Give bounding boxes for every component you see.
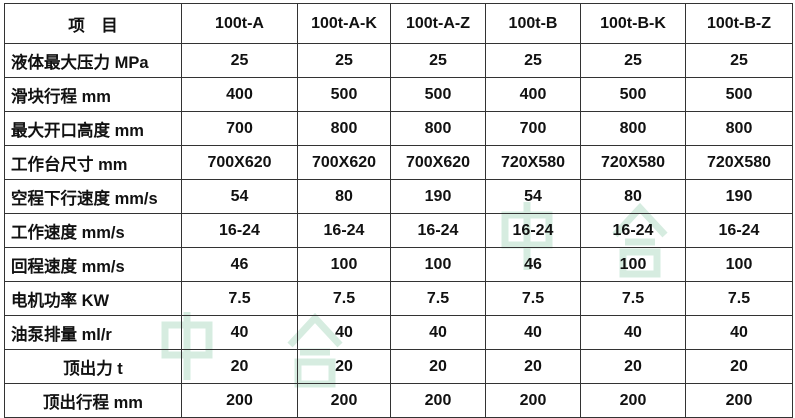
cell-value: 25 <box>390 43 486 78</box>
cell-value: 100 <box>580 247 686 282</box>
cell-value: 190 <box>685 179 793 214</box>
table-row: 工作速度 mm/s 16-24 16-24 16-24 16-24 16-24 16-24 <box>4 213 793 248</box>
cell-value: 720X580 <box>580 145 686 180</box>
row-label: 最大开口高度 mm <box>4 111 182 146</box>
cell-value: 200 <box>390 383 486 418</box>
cell-value: 20 <box>685 349 793 384</box>
table-row: 液体最大压力 MPa 25 25 25 25 25 25 <box>4 43 793 78</box>
cell-value: 500 <box>390 77 486 112</box>
cell-value: 100 <box>685 247 793 282</box>
cell-value: 7.5 <box>297 281 391 316</box>
cell-value: 40 <box>390 315 486 350</box>
cell-value: 25 <box>485 43 581 78</box>
cell-value: 800 <box>685 111 793 146</box>
row-label: 工作台尺寸 mm <box>4 145 182 180</box>
header-model: 100t-B <box>485 3 581 44</box>
cell-value: 16-24 <box>297 213 391 248</box>
cell-value: 25 <box>181 43 298 78</box>
cell-value: 20 <box>580 349 686 384</box>
cell-value: 720X580 <box>485 145 581 180</box>
table-row: 顶出力 t 20 20 20 20 20 20 <box>4 349 793 384</box>
header-model: 100t-A <box>181 3 298 44</box>
row-label: 液体最大压力 MPa <box>4 43 182 78</box>
cell-value: 200 <box>297 383 391 418</box>
cell-value: 700 <box>485 111 581 146</box>
row-label: 回程速度 mm/s <box>4 247 182 282</box>
cell-value: 200 <box>685 383 793 418</box>
cell-value: 7.5 <box>181 281 298 316</box>
table-row: 顶出行程 mm 200 200 200 200 200 200 <box>4 383 793 418</box>
cell-value: 80 <box>297 179 391 214</box>
cell-value: 16-24 <box>390 213 486 248</box>
cell-value: 40 <box>580 315 686 350</box>
cell-value: 7.5 <box>390 281 486 316</box>
cell-value: 7.5 <box>685 281 793 316</box>
cell-value: 200 <box>580 383 686 418</box>
table-row: 滑块行程 mm 400 500 500 400 500 500 <box>4 77 793 112</box>
row-label: 工作速度 mm/s <box>4 213 182 248</box>
header-model: 100t-A-Z <box>390 3 486 44</box>
cell-value: 500 <box>580 77 686 112</box>
cell-value: 500 <box>297 77 391 112</box>
table-row: 工作台尺寸 mm 700X620 700X620 700X620 720X580 720X… <box>4 145 793 180</box>
cell-value: 80 <box>580 179 686 214</box>
cell-value: 720X580 <box>685 145 793 180</box>
cell-value: 800 <box>580 111 686 146</box>
cell-value: 800 <box>297 111 391 146</box>
cell-value: 800 <box>390 111 486 146</box>
cell-value: 40 <box>485 315 581 350</box>
row-label: 油泵排量 ml/r <box>4 315 182 350</box>
cell-value: 400 <box>181 77 298 112</box>
cell-value: 40 <box>685 315 793 350</box>
table-row: 油泵排量 ml/r 40 40 40 40 40 40 <box>4 315 793 350</box>
cell-value: 40 <box>297 315 391 350</box>
row-label: 滑块行程 mm <box>4 77 182 112</box>
spec-table: 项 目 100t-A 100t-A-K 100t-A-Z 100t-B 100t-B-K 1… <box>4 3 793 418</box>
cell-value: 46 <box>485 247 581 282</box>
cell-value: 100 <box>390 247 486 282</box>
cell-value: 700X620 <box>390 145 486 180</box>
cell-value: 700X620 <box>297 145 391 180</box>
table-row: 回程速度 mm/s 46 100 100 46 100 100 <box>4 247 793 282</box>
cell-value: 20 <box>390 349 486 384</box>
cell-value: 16-24 <box>485 213 581 248</box>
row-label: 空程下行速度 mm/s <box>4 179 182 214</box>
cell-value: 54 <box>485 179 581 214</box>
cell-value: 20 <box>485 349 581 384</box>
cell-value: 7.5 <box>485 281 581 316</box>
cell-value: 54 <box>181 179 298 214</box>
table-row: 最大开口高度 mm 700 800 800 700 800 800 <box>4 111 793 146</box>
cell-value: 100 <box>297 247 391 282</box>
cell-value: 700X620 <box>181 145 298 180</box>
cell-value: 200 <box>181 383 298 418</box>
cell-value: 20 <box>181 349 298 384</box>
cell-value: 500 <box>685 77 793 112</box>
cell-value: 200 <box>485 383 581 418</box>
header-model: 100t-A-K <box>297 3 391 44</box>
header-model: 100t-B-K <box>580 3 686 44</box>
cell-value: 16-24 <box>580 213 686 248</box>
cell-value: 25 <box>685 43 793 78</box>
cell-value: 46 <box>181 247 298 282</box>
header-item: 项 目 <box>4 3 182 44</box>
table-row: 空程下行速度 mm/s 54 80 190 54 80 190 <box>4 179 793 214</box>
row-label: 电机功率 KW <box>4 281 182 316</box>
cell-value: 400 <box>485 77 581 112</box>
table-row: 电机功率 KW 7.5 7.5 7.5 7.5 7.5 7.5 <box>4 281 793 316</box>
cell-value: 16-24 <box>685 213 793 248</box>
cell-value: 25 <box>580 43 686 78</box>
row-label: 顶出行程 mm <box>4 383 182 418</box>
cell-value: 190 <box>390 179 486 214</box>
cell-value: 7.5 <box>580 281 686 316</box>
row-label: 顶出力 t <box>4 349 182 384</box>
header-row: 项 目 100t-A 100t-A-K 100t-A-Z 100t-B 100t-B-K 1… <box>4 3 793 44</box>
cell-value: 16-24 <box>181 213 298 248</box>
cell-value: 40 <box>181 315 298 350</box>
header-model: 100t-B-Z <box>685 3 793 44</box>
cell-value: 700 <box>181 111 298 146</box>
cell-value: 25 <box>297 43 391 78</box>
cell-value: 20 <box>297 349 391 384</box>
